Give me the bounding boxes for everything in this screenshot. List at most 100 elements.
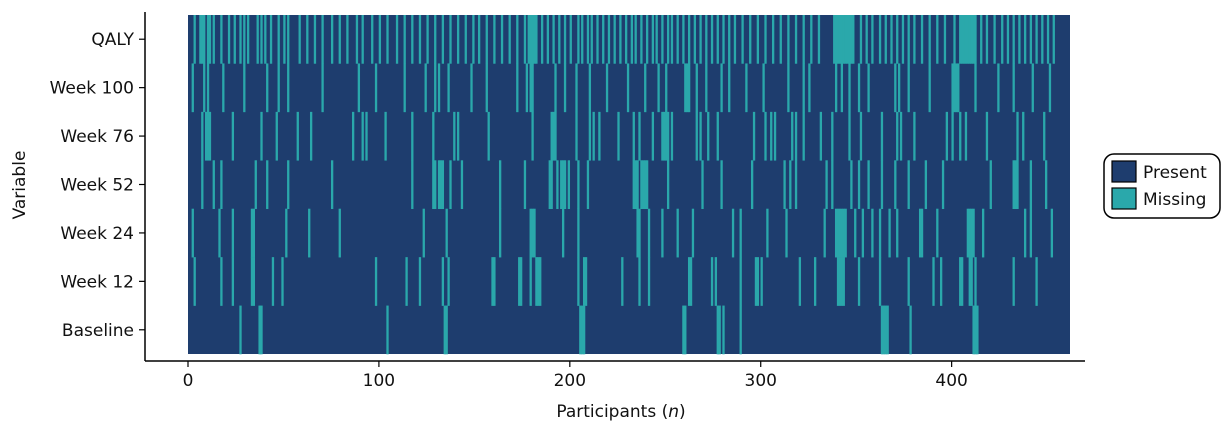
missing-cell: [750, 160, 754, 210]
missing-cell: [907, 257, 910, 306]
missing-cell: [687, 257, 691, 306]
missing-cell: [577, 15, 580, 64]
missing-cell: [779, 15, 782, 64]
missing-cell: [783, 160, 786, 210]
missing-cell: [550, 160, 553, 210]
missing-cell: [260, 111, 263, 161]
missing-cell: [617, 111, 620, 161]
missing-cell: [878, 15, 882, 64]
legend: Present Missing: [1103, 153, 1221, 219]
missing-cell: [266, 63, 269, 113]
missing-cell: [810, 15, 813, 64]
missing-cell: [582, 257, 586, 306]
missing-cell: [953, 15, 956, 64]
missing-cell: [687, 15, 691, 64]
missing-cell: [605, 63, 609, 113]
x-tick-label: 200: [554, 371, 586, 391]
missing-cell: [464, 15, 467, 64]
missing-cell: [636, 160, 639, 210]
missing-cell: [834, 208, 838, 258]
missing-cell: [661, 208, 664, 258]
missing-cell: [529, 257, 532, 306]
missing-cell: [791, 111, 794, 161]
missing-cell: [563, 160, 567, 210]
missing-cell: [882, 305, 886, 355]
missing-cell: [651, 111, 655, 161]
missing-cell: [871, 208, 874, 258]
missing-cell: [277, 63, 280, 113]
missing-cell: [227, 15, 231, 64]
missing-cell: [590, 15, 593, 64]
missing-cell: [533, 15, 536, 64]
missing-cell: [945, 111, 949, 161]
missing-cell: [577, 257, 580, 306]
missing-cell: [901, 15, 905, 64]
missing-cell: [264, 15, 267, 64]
missing-cell: [836, 257, 840, 306]
missing-cell: [212, 160, 215, 210]
missing-cell: [773, 111, 777, 161]
missing-cell: [308, 208, 311, 258]
missing-cell: [575, 111, 578, 161]
missing-cell: [936, 208, 939, 258]
missing-cell: [277, 15, 280, 64]
missing-cell: [586, 15, 590, 64]
missing-cell: [208, 111, 212, 161]
missing-cell: [989, 160, 992, 210]
missing-cell: [794, 111, 798, 161]
missing-cell: [630, 15, 634, 64]
missing-cell: [699, 111, 702, 161]
missing-cell: [739, 305, 742, 355]
missing-cell: [201, 160, 204, 210]
missing-cell: [1043, 111, 1046, 161]
missing-cell: [836, 15, 840, 64]
missing-cell: [470, 63, 473, 113]
missing-cell: [548, 160, 551, 210]
missing-cell: [239, 305, 242, 355]
axes: [144, 12, 1085, 362]
missing-cell: [705, 15, 708, 64]
missing-cell: [374, 63, 378, 113]
missing-cell: [840, 63, 844, 113]
missing-cell: [445, 305, 448, 355]
missing-cell: [644, 160, 647, 210]
missing-cell: [531, 208, 534, 258]
missing-cell: [644, 63, 647, 113]
missing-cell: [1012, 63, 1015, 113]
missing-cell: [266, 160, 269, 210]
missing-cell: [1016, 160, 1019, 210]
missing-cell: [203, 15, 206, 64]
missing-cell: [857, 63, 861, 113]
missing-cell: [785, 208, 788, 258]
missing-cell: [716, 305, 719, 355]
missing-cell: [472, 15, 475, 64]
missing-cell: [269, 15, 273, 64]
missing-cell: [418, 257, 422, 306]
missing-cell: [529, 15, 532, 64]
missing-cell: [720, 63, 723, 113]
missing-cell: [959, 111, 962, 161]
missing-cell: [252, 208, 256, 258]
missing-cell: [966, 208, 970, 258]
missing-cell: [287, 15, 290, 64]
missing-cell: [731, 208, 735, 258]
missing-cell: [313, 15, 317, 64]
missing-cell: [439, 160, 443, 210]
missing-cell: [760, 257, 763, 306]
y-tick-label: Week 52: [60, 176, 134, 196]
missing-cell: [424, 63, 427, 113]
missing-cell: [884, 305, 887, 355]
missing-cell: [596, 15, 599, 64]
missing-cell: [531, 15, 534, 64]
missing-cell: [913, 15, 916, 64]
y-tick-label: Week 76: [60, 127, 134, 147]
missing-cell: [201, 15, 204, 64]
missing-cell: [831, 111, 834, 161]
missing-cell: [1001, 15, 1004, 64]
missing-cell: [745, 63, 748, 113]
legend-label-missing: Missing: [1143, 190, 1206, 210]
missing-cell: [1023, 15, 1027, 64]
missing-cell: [1012, 160, 1015, 210]
missing-cell: [531, 111, 534, 161]
missing-cell: [766, 208, 769, 258]
